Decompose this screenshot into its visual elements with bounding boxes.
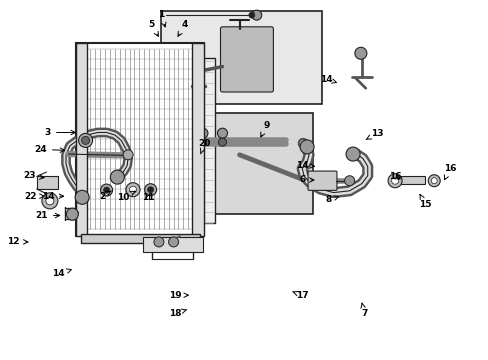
Circle shape [344, 176, 354, 186]
Circle shape [126, 183, 140, 197]
Circle shape [123, 150, 133, 160]
Text: 16: 16 [388, 172, 401, 181]
Text: 8: 8 [325, 195, 338, 204]
Circle shape [354, 47, 366, 59]
FancyBboxPatch shape [307, 171, 336, 190]
Bar [161, 113, 312, 214]
Text: 17: 17 [292, 291, 308, 300]
Circle shape [81, 136, 89, 144]
Text: 2: 2 [100, 191, 111, 201]
Circle shape [391, 177, 398, 184]
Circle shape [66, 208, 78, 220]
Bar [76, 43, 87, 236]
Bar [76, 43, 204, 236]
Text: 12: 12 [7, 238, 28, 247]
Text: 11: 11 [142, 193, 154, 202]
Bar [37, 176, 58, 189]
Circle shape [198, 128, 207, 138]
Circle shape [154, 237, 163, 247]
Circle shape [430, 178, 436, 184]
Circle shape [110, 170, 124, 184]
Text: 9: 9 [260, 121, 269, 137]
Circle shape [199, 138, 206, 146]
Text: 23: 23 [23, 171, 44, 180]
Circle shape [427, 175, 439, 187]
Circle shape [346, 147, 359, 161]
Text: 14: 14 [320, 75, 336, 84]
Bar [192, 43, 204, 236]
Circle shape [129, 186, 136, 193]
Text: 19: 19 [168, 291, 188, 300]
Circle shape [168, 237, 178, 247]
Circle shape [251, 10, 261, 20]
Text: 1: 1 [158, 10, 165, 27]
Bar [192, 58, 215, 223]
Text: 16: 16 [443, 164, 455, 180]
Circle shape [147, 187, 153, 193]
Bar [142, 237, 203, 252]
Bar [81, 234, 199, 243]
Text: 15: 15 [418, 194, 431, 209]
Text: 14: 14 [41, 192, 63, 201]
Text: 24: 24 [34, 145, 64, 154]
Circle shape [79, 134, 92, 147]
Text: 20: 20 [198, 139, 210, 154]
Text: 5: 5 [148, 20, 158, 36]
Circle shape [144, 184, 156, 196]
Circle shape [387, 174, 401, 188]
Circle shape [103, 187, 109, 193]
Text: 18: 18 [168, 309, 186, 318]
Circle shape [46, 197, 54, 205]
FancyBboxPatch shape [220, 27, 273, 92]
Text: 7: 7 [360, 303, 367, 318]
Text: 10: 10 [117, 191, 135, 202]
Circle shape [248, 12, 254, 18]
Bar [77, 195, 88, 200]
Text: 14: 14 [295, 161, 314, 170]
Text: 4: 4 [178, 20, 188, 36]
Circle shape [300, 140, 313, 154]
Text: 22: 22 [24, 192, 44, 201]
Text: 14: 14 [52, 269, 71, 278]
Text: 6: 6 [299, 175, 313, 184]
Circle shape [42, 193, 58, 209]
Bar [400, 176, 425, 184]
Bar [161, 11, 321, 104]
Circle shape [75, 190, 89, 204]
Text: 13: 13 [366, 129, 383, 140]
Text: 21: 21 [35, 211, 60, 220]
Circle shape [218, 138, 226, 146]
Circle shape [101, 184, 112, 196]
Text: 3: 3 [45, 128, 75, 137]
Circle shape [217, 128, 227, 138]
